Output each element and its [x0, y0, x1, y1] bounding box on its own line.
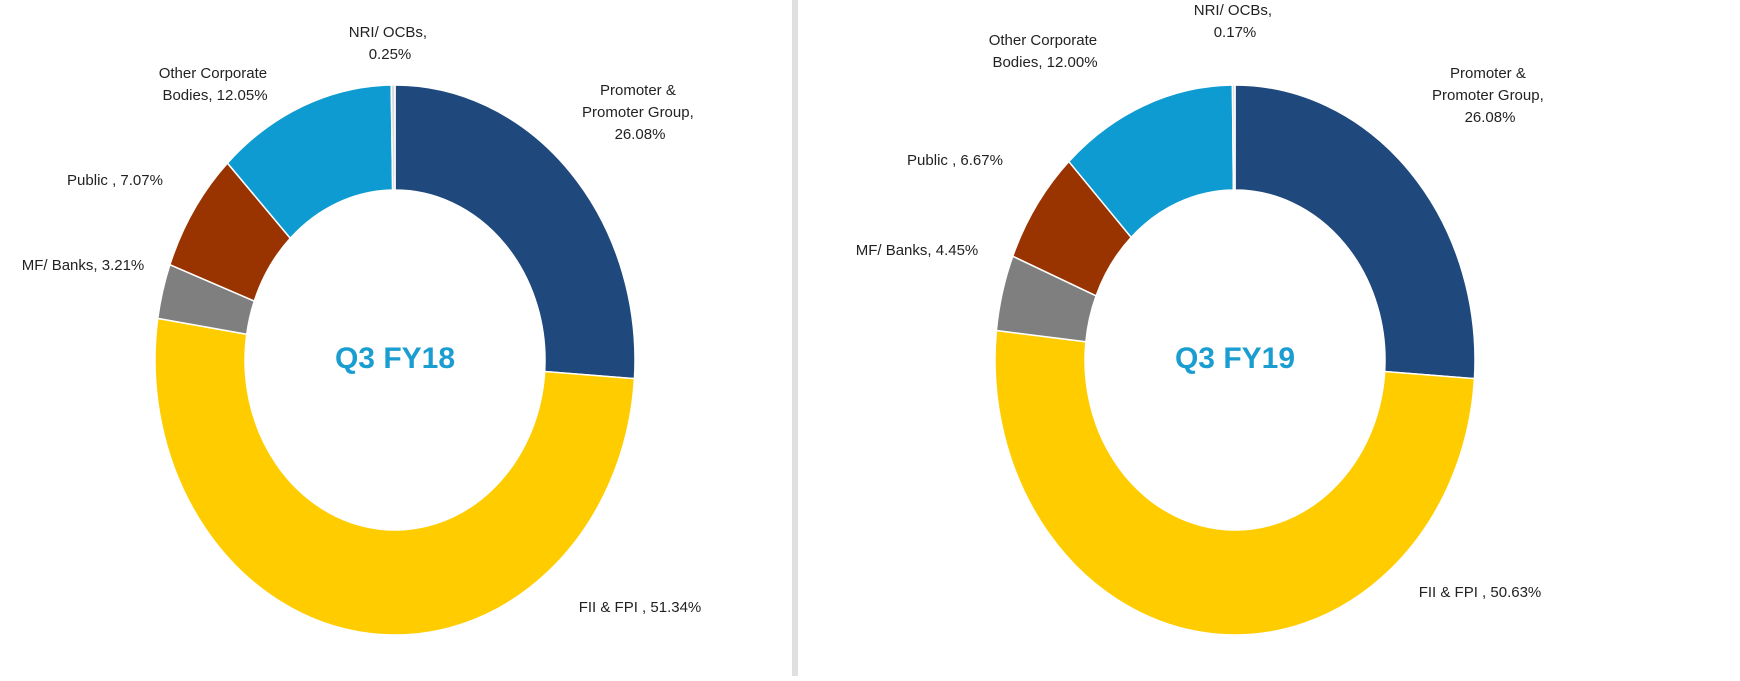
data-label: Promoter & Promoter Group, 26.08%	[1432, 65, 1548, 126]
label-line: Other Corporate	[159, 65, 272, 82]
data-label: Other Corporate Bodies, 12.00%	[989, 32, 1102, 71]
label-line: 0.17%	[1214, 24, 1257, 41]
data-label: Other Corporate Bodies, 12.05%	[159, 65, 272, 104]
center-label: Q3 FY19	[1175, 342, 1295, 375]
label-line: Promoter &	[1450, 65, 1530, 82]
label-line: FII & FPI , 51.34%	[579, 599, 702, 616]
donut-segment	[394, 84, 636, 380]
label-line: Bodies, 12.00%	[992, 54, 1097, 71]
donut-segment	[1231, 84, 1236, 191]
label-line: Other Corporate	[989, 32, 1102, 49]
data-label: NRI/ OCBs, 0.17%	[1194, 2, 1277, 41]
data-label: Public , 7.07%	[67, 172, 163, 189]
label-line: FII & FPI , 50.63%	[1419, 584, 1542, 601]
donut-segment	[154, 317, 636, 636]
label-line: 0.25%	[369, 46, 412, 63]
label-line: MF/ Banks, 3.21%	[22, 257, 145, 274]
label-line: 26.08%	[1465, 109, 1516, 126]
data-label: Public , 6.67%	[907, 152, 1003, 169]
center-label: Q3 FY18	[335, 342, 455, 375]
label-line: MF/ Banks, 4.45%	[856, 242, 979, 259]
data-label: FII & FPI , 50.63%	[1419, 584, 1542, 601]
label-line: NRI/ OCBs,	[349, 24, 432, 41]
label-line: 26.08%	[615, 126, 666, 143]
data-label: MF/ Banks, 3.21%	[22, 257, 145, 274]
label-line: NRI/ OCBs,	[1194, 2, 1277, 19]
data-label: MF/ Banks, 4.45%	[856, 242, 979, 259]
label-line: Promoter &	[600, 82, 680, 99]
data-label: NRI/ OCBs, 0.25%	[349, 24, 432, 63]
donut-segment	[390, 84, 396, 191]
donut-segment	[1234, 84, 1476, 380]
label-line: Promoter Group,	[1432, 87, 1548, 104]
label-line: Public , 6.67%	[907, 152, 1003, 169]
label-line: Public , 7.07%	[67, 172, 163, 189]
data-label: Promoter & Promoter Group, 26.08%	[582, 82, 698, 143]
donut-segment	[994, 329, 1476, 636]
label-line: Bodies, 12.05%	[162, 87, 267, 104]
label-line: Promoter Group,	[582, 104, 698, 121]
data-label: FII & FPI , 51.34%	[579, 599, 702, 616]
